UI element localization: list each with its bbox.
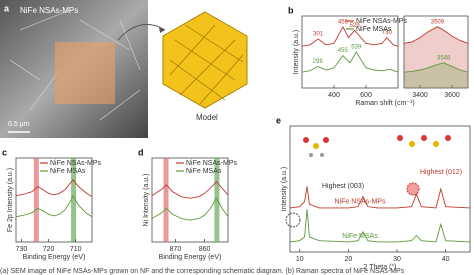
panel-label: d — [138, 147, 144, 157]
x-tick-label: 30 — [393, 256, 401, 263]
legend-label: NiFe NSAs-MPs — [50, 160, 101, 167]
x-tick-label: 40 — [442, 256, 450, 263]
x-tick-label: 870 — [170, 246, 182, 253]
line — [151, 180, 229, 199]
peak-label: 298 — [313, 59, 324, 65]
plot-frame — [289, 125, 471, 253]
area — [404, 62, 468, 88]
line — [289, 209, 471, 243]
peak-label: 3509 — [431, 19, 445, 25]
sem-caption: NiFe NSAs-MPs — [20, 6, 78, 15]
scale-text: 0.5 μm — [8, 121, 30, 128]
peak-label: 456 — [338, 19, 349, 25]
plot-frame — [403, 15, 469, 89]
x-tick-label: 730 — [16, 246, 28, 253]
annotation: Highest (012) — [420, 169, 462, 176]
y-axis-label: Intensity (a.u.) — [281, 167, 288, 211]
annotation: Highest (003) — [322, 183, 364, 190]
molecule-drawings — [285, 135, 451, 228]
x-tick-label: 720 — [43, 246, 55, 253]
x-axis-label: Binding Energy (eV) — [159, 254, 222, 261]
legend-label: NiFe MSAs — [186, 168, 222, 175]
line — [403, 26, 469, 44]
peak-label: 529 — [350, 23, 361, 29]
arrow — [117, 23, 166, 41]
legend-label: NiFe MSAs — [356, 26, 392, 33]
peak-label: 301 — [313, 32, 324, 38]
line — [289, 186, 471, 209]
x-tick-label: 3400 — [412, 92, 428, 99]
sem-texture — [9, 9, 141, 121]
y-axis-label: Ni Intensity (a.u.) — [143, 174, 150, 227]
x-tick-label: 710 — [70, 246, 82, 253]
x-tick-label: 600 — [360, 92, 372, 99]
highlight-band — [33, 158, 39, 242]
line — [301, 51, 399, 73]
y-axis-label: Intensity (a.u.) — [293, 30, 300, 74]
line — [15, 194, 93, 218]
plot-frame — [151, 157, 229, 243]
x-tick-label: 20 — [344, 256, 352, 263]
x-axis-label: Binding Energy (eV) — [23, 254, 86, 261]
legend-label: NiFe NSAs-MPs — [186, 160, 237, 167]
legend-label: NiFe MSAs — [50, 168, 86, 175]
line — [403, 62, 469, 73]
panel-label: b — [288, 5, 294, 15]
model-texture — [169, 24, 244, 105]
caption: (a) SEM image of NiFe NSAs-MPs grown on … — [0, 268, 405, 275]
x-tick-label: 860 — [199, 246, 211, 253]
panel-label: c — [2, 147, 7, 157]
plot-frame — [301, 15, 399, 89]
plot-frame — [15, 157, 93, 243]
line — [301, 25, 399, 47]
peak-label: 539 — [351, 45, 362, 51]
curve-label: NiFe NSAs-MPs — [335, 199, 386, 206]
highlight-band — [71, 158, 77, 242]
model-label: Model — [196, 113, 218, 122]
arrow-head — [159, 27, 165, 33]
peak-label: 730 — [382, 30, 393, 36]
highlight-band — [163, 158, 169, 242]
x-tick-label: 10 — [296, 256, 304, 263]
curve-label: NiFe MSAs — [342, 233, 378, 240]
panel-label: a — [4, 3, 10, 13]
peak-label: 455 — [338, 48, 349, 54]
line — [151, 197, 229, 221]
line — [15, 179, 93, 198]
area — [404, 26, 468, 88]
panel-label: e — [276, 115, 281, 125]
y-axis-label: Fe 2p Intensity (a.u.) — [7, 168, 14, 232]
legend-label: NiFe NSAs-MPs — [356, 18, 407, 25]
x-tick-label: 400 — [328, 92, 340, 99]
x-tick-label: 3600 — [444, 92, 460, 99]
peak-label: 3548 — [437, 55, 451, 61]
highlight-square — [55, 42, 115, 104]
x-axis-label: 2 Theta (°) — [363, 263, 396, 271]
x-axis-label: Raman shift (cm⁻¹) — [355, 100, 414, 107]
